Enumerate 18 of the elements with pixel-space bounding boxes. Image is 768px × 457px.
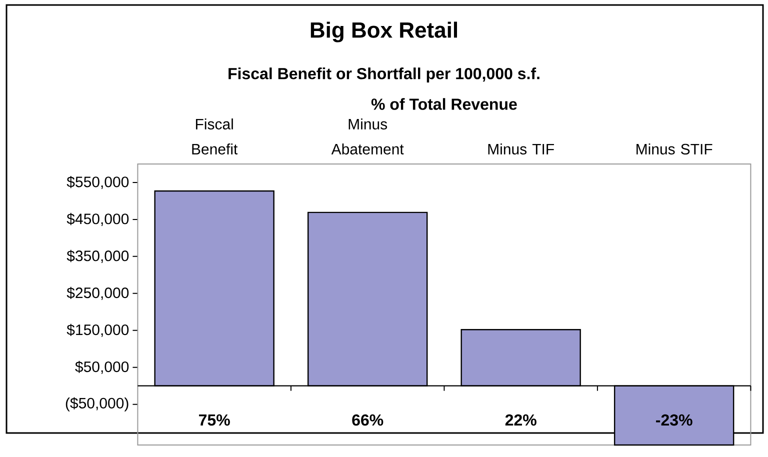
y-tick-label: ($50,000) <box>66 397 128 412</box>
y-tick-label: $350,000 <box>66 250 129 263</box>
x-tick-label: Minus Abatement <box>331 118 404 154</box>
y-tick-label: $450,000 <box>66 212 129 226</box>
chart-title: Big Box Retail <box>310 22 457 42</box>
text: % of Total Revenue <box>371 98 517 110</box>
annotation: 75% <box>199 414 230 426</box>
annotation: 66% <box>352 414 384 426</box>
chart-subtitle: Fiscal Benefit or Shortfall per 100,000 s.f. <box>228 68 540 82</box>
annotation: -23% <box>656 414 692 426</box>
annotation: 22% <box>505 414 536 426</box>
y-tick-label: $250,000 <box>66 286 129 300</box>
y-tick-label: $50,000 <box>75 360 129 374</box>
x-tick-label: Minus TIF <box>488 143 554 154</box>
y-tick-label: $550,000 <box>66 176 129 189</box>
x-tick-label: Minus STIF <box>636 143 712 154</box>
x-tick-label: Fiscal Benefit <box>192 118 238 154</box>
y-tick-label: $150,000 <box>66 324 129 337</box>
